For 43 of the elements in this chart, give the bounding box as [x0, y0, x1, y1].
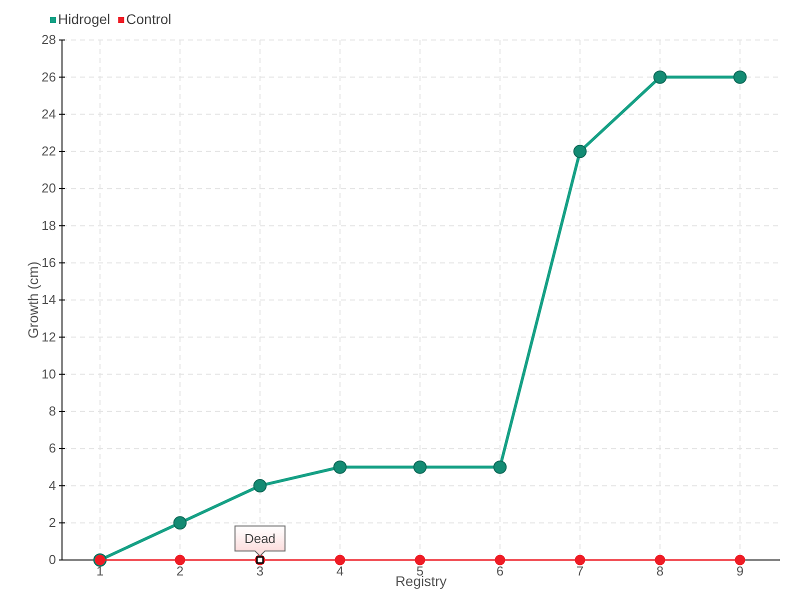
point [733, 70, 747, 84]
x-tick-label: 9 [736, 563, 744, 578]
y-tick-label: 14 [42, 292, 56, 308]
x-tick-label: 8 [656, 563, 664, 578]
y-tick-label: 8 [48, 404, 56, 419]
point [174, 554, 186, 566]
point [413, 460, 427, 474]
y-tick-label: 16 [42, 255, 56, 270]
x-tick-label: 1 [96, 563, 104, 578]
y-tick-label: 20 [42, 180, 56, 196]
y-tick-label: 6 [48, 440, 56, 456]
y-tick-label: 4 [48, 478, 56, 493]
y-tick-label: 26 [42, 69, 56, 84]
annotation: Dead [244, 531, 276, 546]
x-tick-label: 6 [496, 563, 504, 578]
x-tick-label: 4 [336, 563, 344, 578]
y-tick-label: 12 [42, 329, 56, 344]
legend-label: Control [126, 11, 172, 27]
point [334, 554, 346, 566]
y-tick-label: 24 [42, 106, 56, 122]
point [253, 479, 267, 492]
point [494, 554, 506, 566]
point [333, 460, 347, 474]
point [173, 516, 187, 530]
point [574, 554, 586, 566]
x-tick-label: 5 [416, 563, 424, 578]
point [654, 554, 666, 566]
point [573, 144, 587, 158]
x-tick-label: 3 [256, 563, 264, 578]
y-tick-label: 22 [42, 144, 56, 159]
y-axis-title: Growth (cm) [25, 262, 41, 338]
y-tick-label: 28 [42, 32, 56, 48]
point [653, 70, 667, 84]
y-tick-label: 10 [42, 366, 56, 382]
point [493, 460, 507, 474]
point [734, 554, 746, 566]
y-tick-label: 2 [48, 515, 56, 530]
x-tick-label: 7 [576, 563, 584, 578]
point [414, 554, 426, 566]
legend-label: Hidrogel [58, 11, 110, 27]
x-tick-label: 2 [176, 563, 184, 578]
y-tick-label: 0 [48, 552, 56, 568]
y-tick-label: 18 [42, 218, 56, 233]
